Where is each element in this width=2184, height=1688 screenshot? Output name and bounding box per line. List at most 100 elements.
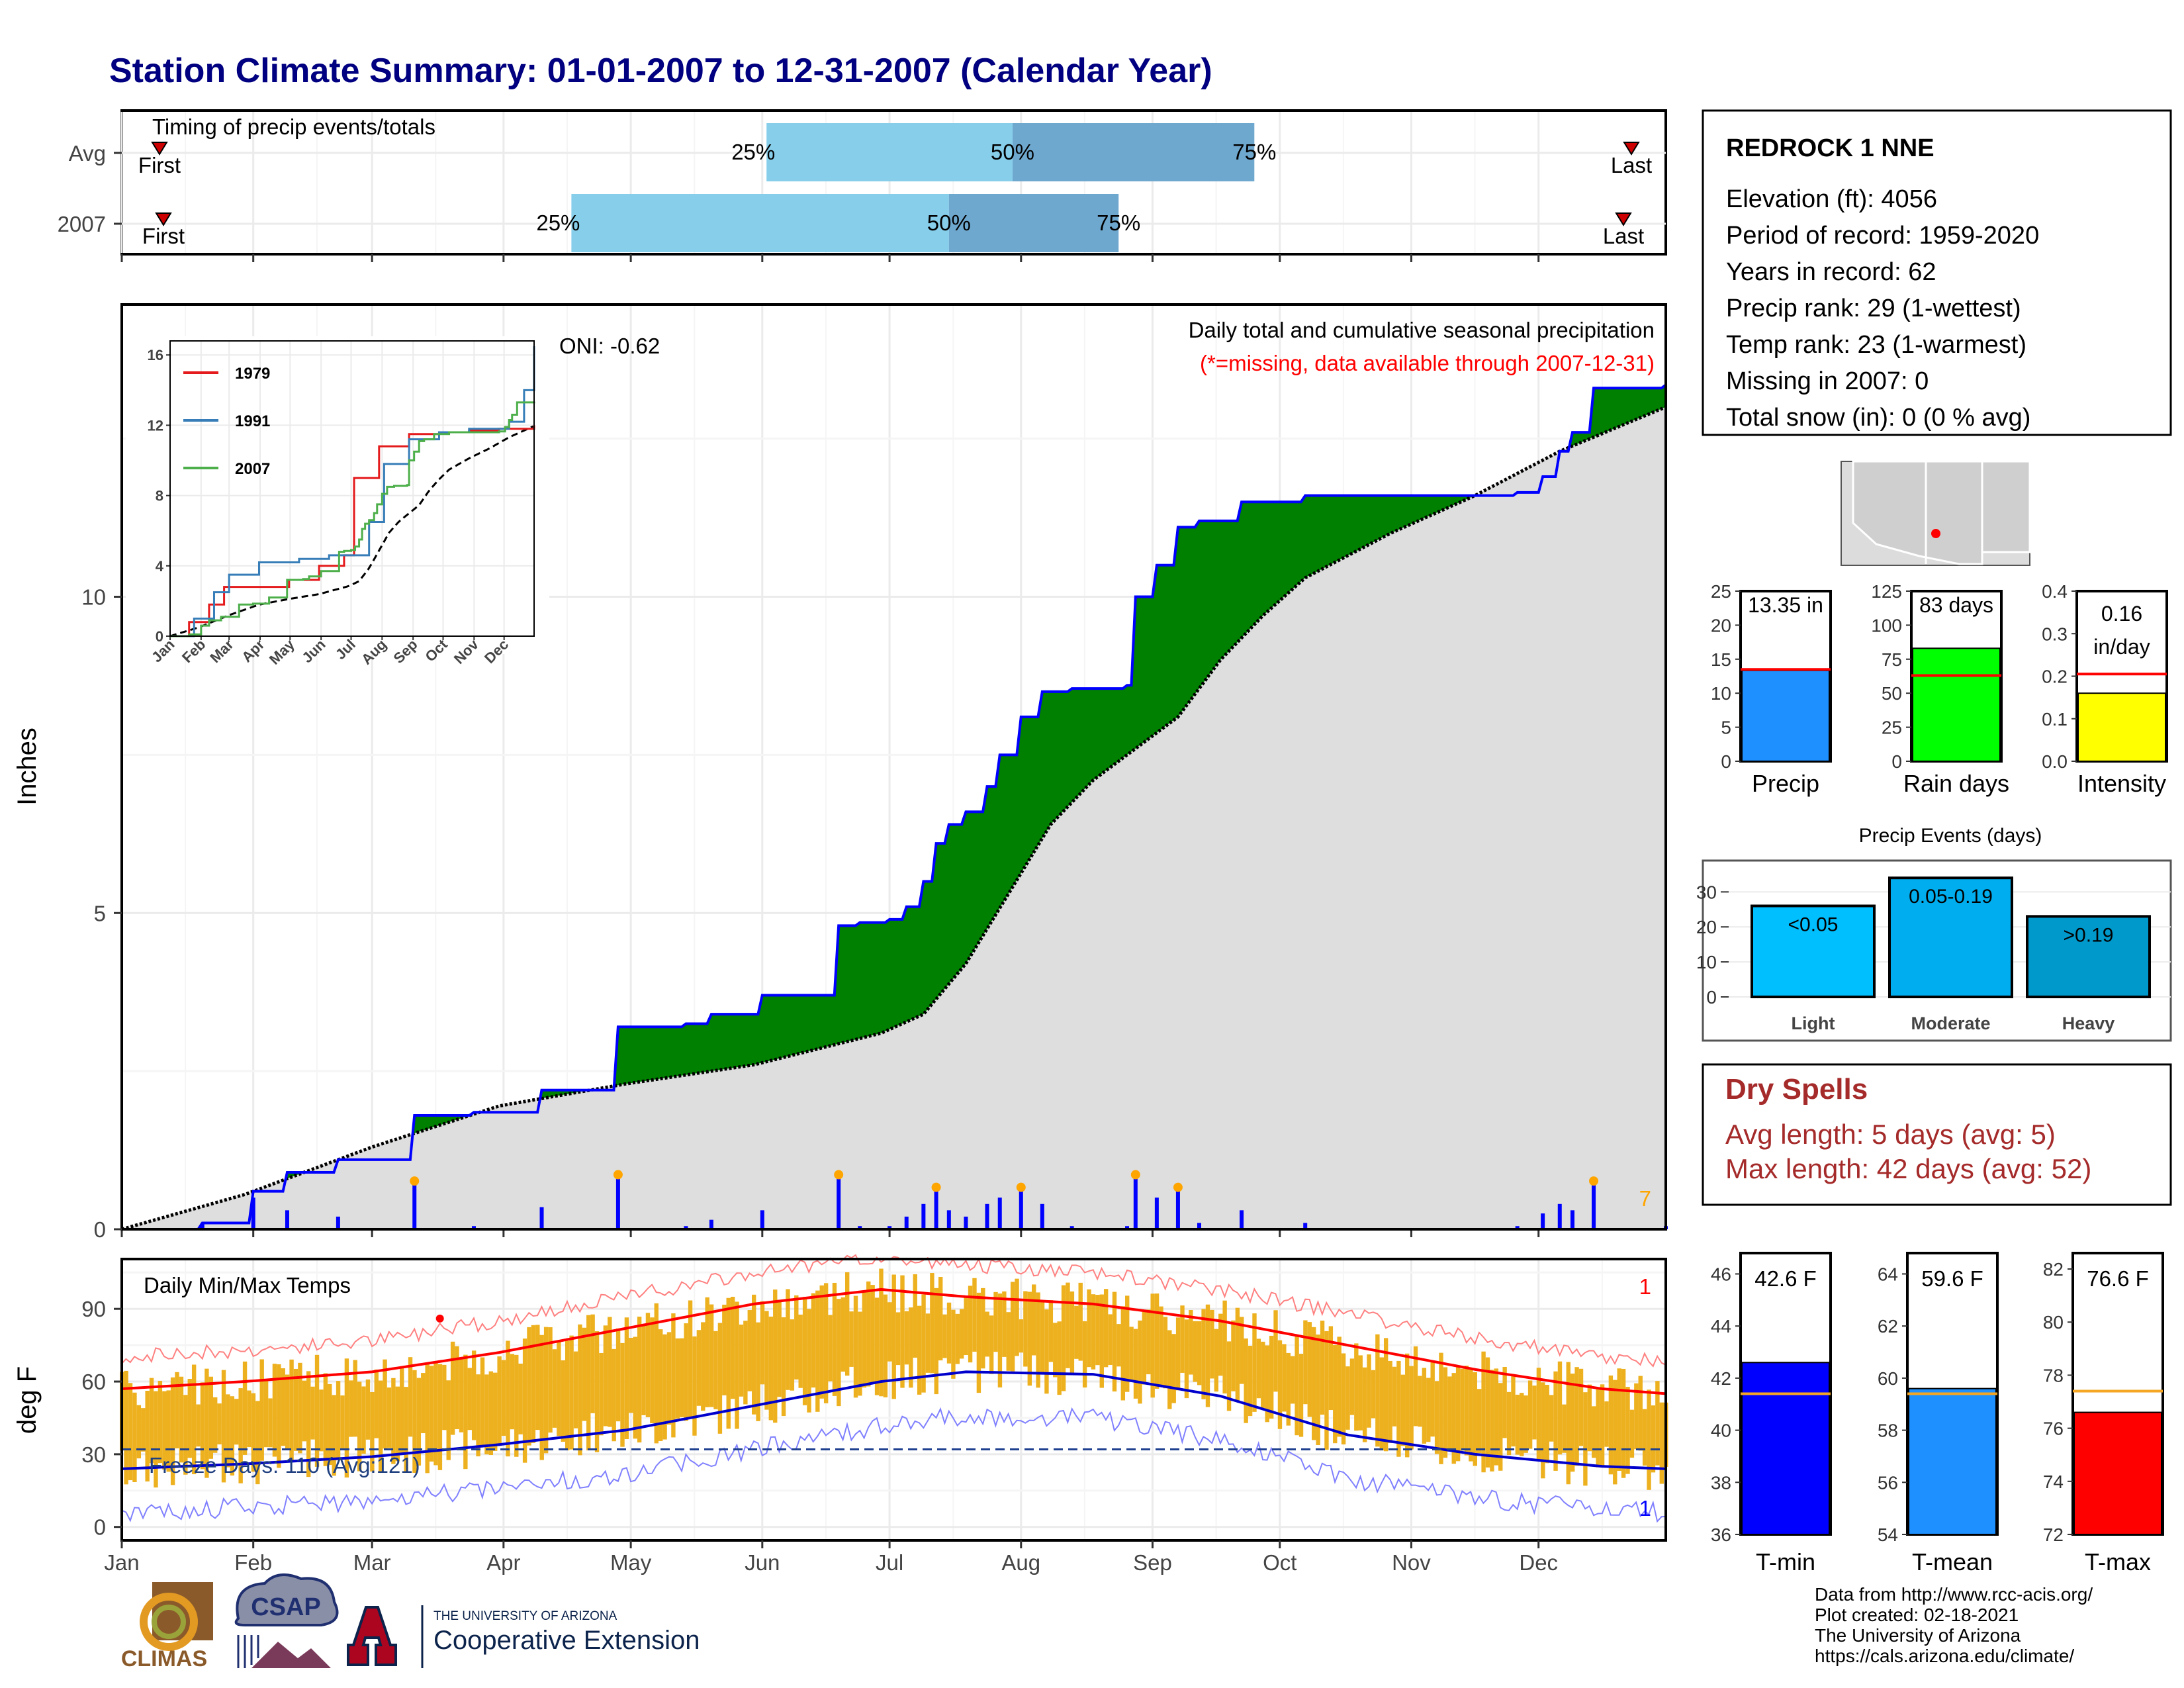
daily-temp-range-bar — [361, 1386, 366, 1454]
daily-temp-range-bar — [849, 1311, 854, 1367]
daily-temp-range-bar — [904, 1311, 909, 1365]
daily-temp-range-bar — [1328, 1326, 1334, 1411]
daily-temp-range-bar — [1481, 1351, 1486, 1473]
daily-temp-range-bar — [1312, 1327, 1316, 1440]
precip-ytick-label: 0 — [94, 1217, 106, 1242]
daily-temp-range-bar — [1303, 1320, 1308, 1405]
daily-temp-range-bar — [997, 1293, 1003, 1387]
daily-temp-range-bar — [866, 1281, 871, 1387]
daily-temp-range-bar — [1036, 1292, 1040, 1388]
daily-temp-range-bar — [1642, 1409, 1647, 1466]
daily-temp-range-bar — [645, 1313, 651, 1417]
heavy-event-marker — [1589, 1176, 1599, 1186]
month-label: Jul — [876, 1550, 903, 1575]
daily-temp-range-bar — [1298, 1354, 1304, 1437]
station-line-2: Period of record: 1959-2020 — [1726, 222, 2039, 250]
daily-temp-range-bar — [404, 1387, 408, 1472]
month-label: Apr — [486, 1550, 520, 1575]
temp-gauge-tick-label: 40 — [1711, 1421, 1731, 1441]
daily-temp-range-bar — [726, 1297, 731, 1429]
daily-temp-range-bar — [844, 1272, 850, 1376]
daily-temp-range-bar — [964, 1295, 968, 1356]
ua-logo-line-2: Cooperative Extension — [433, 1626, 700, 1655]
timing-bar-q3 — [948, 194, 1119, 252]
daily-temp-range-bar — [972, 1278, 977, 1352]
gauge-tick-label: 20 — [1711, 615, 1731, 635]
footer-line-2: Plot created: 02-18-2021 — [1815, 1605, 2019, 1625]
events-title: Precip Events (days) — [1859, 825, 2042, 847]
daily-temp-range-bar — [565, 1340, 570, 1451]
heavy-event-marker — [1173, 1182, 1183, 1192]
daily-temp-range-bar — [1240, 1317, 1244, 1384]
gauge-tick-label: 50 — [1882, 683, 1902, 704]
daily-temp-range-bar — [247, 1390, 251, 1448]
daily-temp-range-bar — [1061, 1285, 1066, 1391]
daily-temp-range-bar — [522, 1338, 527, 1463]
daily-temp-range-bar — [900, 1275, 905, 1388]
gauge-tick-label: 25 — [1711, 581, 1731, 602]
daily-precip-bar — [1515, 1226, 1520, 1229]
inset-average-line — [169, 425, 534, 637]
daily-temp-range-bar — [196, 1404, 201, 1447]
daily-temp-range-bar — [764, 1311, 769, 1410]
daily-precip-bar — [997, 1197, 1002, 1229]
daily-temp-range-bar — [1434, 1381, 1439, 1454]
daily-temp-range-bar — [1464, 1366, 1469, 1456]
timing-bar-q2 — [766, 123, 1013, 181]
daily-temp-range-bar — [1629, 1409, 1635, 1458]
daily-temp-range-bar — [1125, 1295, 1130, 1392]
daily-temp-range-bar — [310, 1386, 315, 1440]
gauge-axis-label: Intensity — [2077, 770, 2166, 797]
record-max-marker — [435, 1314, 444, 1323]
daily-precip-bar — [964, 1216, 968, 1229]
daily-temp-range-bar — [590, 1314, 595, 1413]
daily-temp-range-bar — [476, 1374, 480, 1457]
timing-title: Timing of precip events/totals — [152, 115, 435, 139]
daily-temp-range-bar — [1006, 1312, 1011, 1371]
daily-temp-range-bar — [1044, 1309, 1049, 1394]
first-event-marker — [155, 212, 172, 226]
daily-temp-range-bar — [1023, 1291, 1028, 1367]
daily-temp-range-bar — [1163, 1317, 1168, 1389]
daily-temp-range-bar — [1231, 1320, 1236, 1391]
gauge-axis-label: Rain days — [1903, 770, 2009, 797]
daily-temp-range-bar — [493, 1372, 498, 1451]
daily-temp-range-bar — [527, 1327, 531, 1446]
daily-temp-range-bar — [1621, 1368, 1626, 1478]
daily-temp-range-bar — [930, 1273, 934, 1374]
daily-temp-range-bar — [251, 1393, 256, 1472]
daily-temp-range-bar — [1430, 1361, 1435, 1437]
daily-temp-range-bar — [162, 1391, 167, 1470]
daily-temp-range-bar — [705, 1297, 709, 1407]
daily-temp-range-bar — [128, 1383, 133, 1481]
daily-temp-range-bar — [323, 1373, 328, 1466]
daily-temp-range-bar — [1146, 1309, 1151, 1375]
daily-temp-range-bar — [1269, 1335, 1274, 1419]
gauge-tick-label: 75 — [1882, 649, 1902, 670]
daily-temp-range-bar — [1375, 1334, 1380, 1447]
temp-gauge-tick-label: 72 — [2043, 1524, 2064, 1545]
footer-line-3: The University of Arizona — [1815, 1625, 2021, 1646]
daily-temp-range-bar — [1167, 1330, 1172, 1409]
last-event-marker — [1615, 212, 1632, 226]
gauge-tick-label: 0 — [1891, 751, 1902, 772]
daily-precip-bar — [760, 1210, 764, 1229]
daily-temp-range-bar — [1439, 1352, 1443, 1464]
daily-temp-range-bar — [968, 1286, 973, 1363]
station-line-7: Total snow (in): 0 (0 % avg) — [1726, 404, 2030, 432]
temp-gauge-axis-label: T-max — [2085, 1548, 2151, 1575]
daily-precip-bar — [1570, 1210, 1574, 1229]
daily-temp-range-bar — [1053, 1323, 1058, 1378]
daily-temp-range-bar — [1069, 1291, 1075, 1374]
daily-temp-range-bar — [1388, 1360, 1392, 1443]
daily-temp-range-bar — [696, 1330, 702, 1406]
daily-temp-range-bar — [773, 1289, 778, 1423]
daily-temp-range-bar — [1570, 1374, 1575, 1472]
first-event-marker — [151, 142, 168, 156]
daily-temp-range-bar — [713, 1331, 718, 1409]
daily-temp-range-bar — [1358, 1355, 1363, 1430]
daily-temp-range-bar — [383, 1359, 387, 1449]
daily-temp-range-bar — [1099, 1294, 1104, 1388]
daily-temp-range-bar — [1647, 1389, 1651, 1490]
daily-temp-range-bar — [259, 1359, 264, 1461]
